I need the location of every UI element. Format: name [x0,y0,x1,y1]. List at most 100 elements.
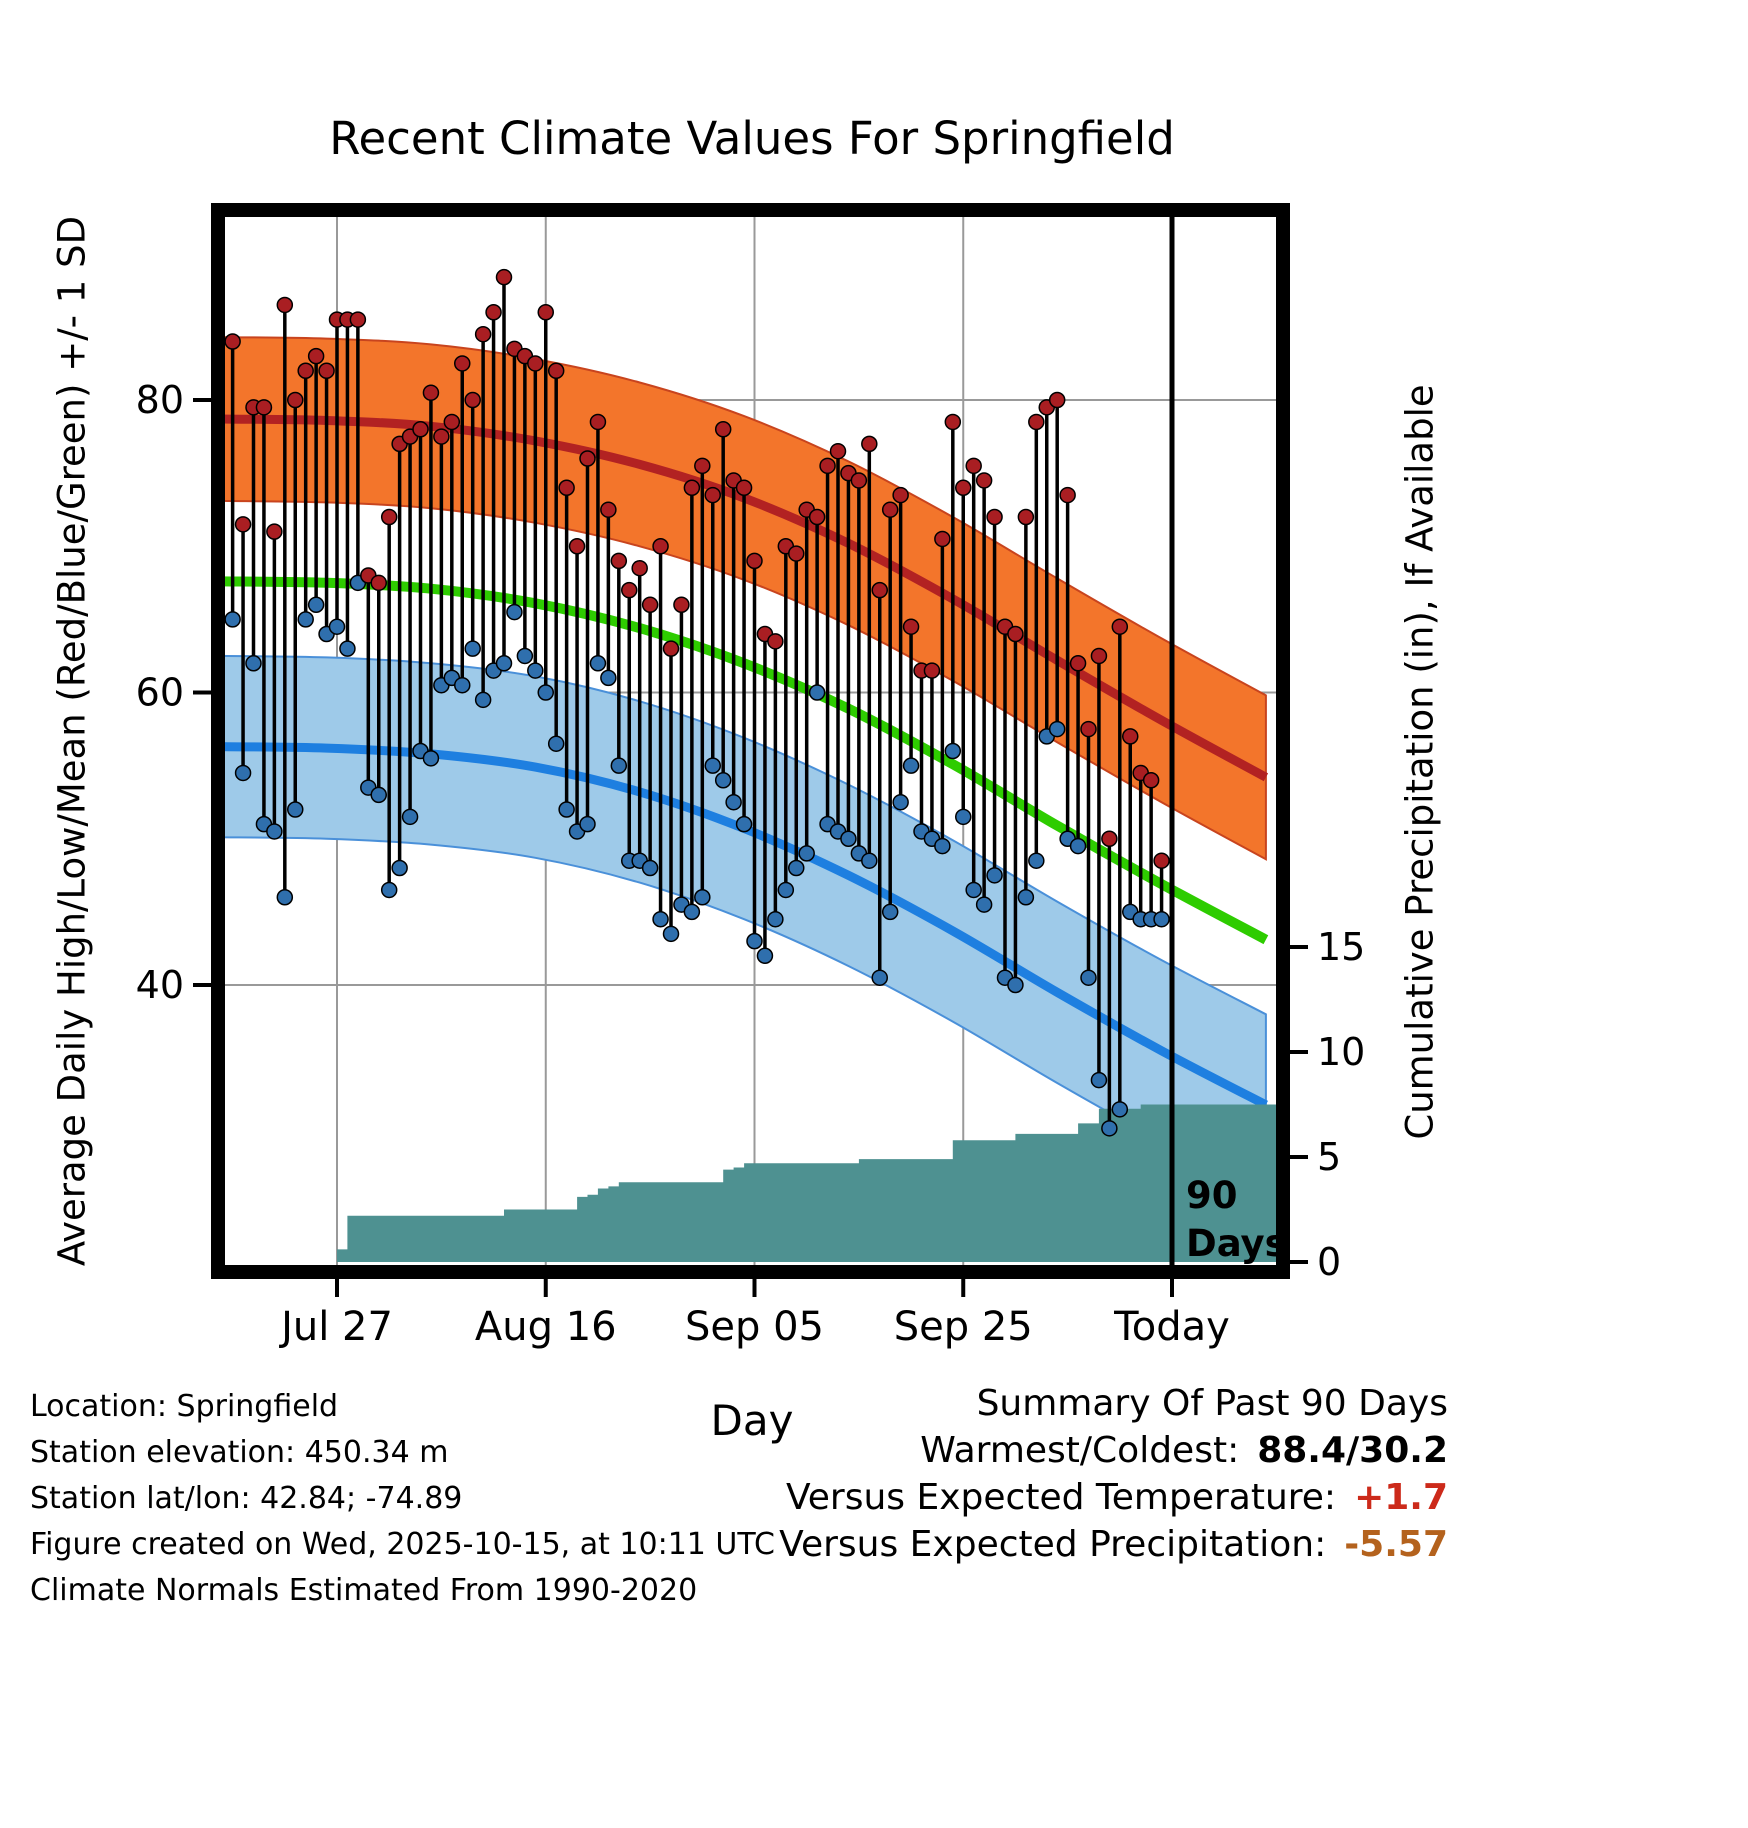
daily-high-dot [767,633,784,650]
daily-high-dot [694,457,711,475]
daily-low-dot [558,801,575,818]
daily-high-dot [1122,728,1139,745]
summary-value-2: -5.57 [1344,1524,1448,1565]
daily-low-dot [777,881,795,899]
daily-high-dot [610,552,628,570]
daily-low-dot [704,757,721,774]
left-tick-label: 40 [136,963,184,1007]
daily-high-dot [255,399,273,416]
daily-low-dot [370,786,387,804]
daily-low-dot [1028,852,1045,869]
summary-block: Summary Of Past 90 Days Warmest/Coldest:… [779,1380,1448,1568]
daily-high-dot [600,501,617,518]
daily-low-dot [881,903,899,921]
daily-high-dot [975,472,993,489]
daily-low-dot [746,932,763,950]
daily-high-dot [735,479,753,496]
daily-low-dot [339,640,356,657]
plot-area: 90 Days [218,210,1283,1272]
daily-low-dot [986,867,1003,884]
daily-high-dot [829,442,847,460]
daily-high-dot [287,391,304,409]
daily-high-dot [234,516,252,533]
summary-label-vs-precipitation: Versus Expected Precipitation: [779,1524,1327,1565]
daily-low-dot [391,859,408,877]
daily-low-dot [892,793,909,811]
daily-high-dot [1028,413,1045,431]
daily-low-dot [1017,889,1035,906]
daily-low-dot [808,684,826,701]
daily-high-dot [808,508,826,526]
daily-high-dot [652,538,669,555]
daily-low-dot [224,611,241,628]
daily-low-dot [600,669,617,687]
daily-high-dot [892,486,909,504]
summary-row-vs-temperature: Versus Expected Temperature: +1.7 [779,1474,1448,1521]
daily-low-dot [234,764,252,782]
daily-low-dot [1069,837,1087,855]
daily-high-dot [349,311,367,328]
left-tick-label: 60 [136,671,184,715]
daily-low-dot [756,947,774,964]
footer-latlon: Station lat/lon: 42.84; -74.89 [30,1481,463,1516]
daily-low-dot [788,859,805,877]
daily-high-dot [464,391,481,409]
right-tick-label: 0 [1317,1240,1341,1284]
daily-high-dot [788,545,805,562]
daily-high-dot [871,581,888,599]
daily-high-dot [589,413,607,431]
daily-low-dot [1007,976,1024,994]
right-tick-label: 15 [1317,925,1365,969]
x-tick-label: Jul 27 [278,1304,393,1350]
daily-high-dot [1017,508,1035,526]
daily-low-dot [767,910,784,928]
daily-low-dot [861,852,878,869]
footer-metadata: Location: Springfield Station elevation:… [30,1384,775,1614]
daily-high-dot [1142,772,1160,789]
footer-elevation: Station elevation: 450.34 m [30,1435,449,1470]
daily-low-dot [547,735,565,752]
daily-low-dot [735,815,753,833]
x-tick-label: Aug 16 [475,1304,617,1350]
daily-low-dot [422,750,440,767]
daily-high-dot [443,413,461,431]
summary-value-0: 88.4/30.2 [1257,1430,1448,1471]
daily-high-dot [902,618,920,635]
daily-high-dot [1059,486,1076,504]
cumulative-precip-area [218,1104,1283,1262]
daily-low-dot [1090,1071,1108,1089]
daily-low-dot [276,889,294,906]
daily-high-dot [224,333,241,350]
daily-high-dot [714,421,732,438]
daily-low-dot [506,603,523,621]
x-tick-label: Sep 05 [685,1304,824,1350]
x-tick-label: Today [1113,1304,1230,1350]
daily-high-dot [527,355,544,372]
daily-high-dot [412,421,429,438]
daily-high-dot [955,479,972,496]
daily-high-dot [558,479,575,496]
daily-high-dot [881,501,899,518]
daily-high-dot [474,325,492,343]
daily-low-dot [297,611,314,628]
daily-low-dot [641,859,659,877]
daily-high-dot [454,355,471,372]
daily-low-dot [871,969,888,986]
daily-low-dot [652,910,669,928]
daily-low-dot [798,845,815,862]
daily-low-dot [1111,1101,1129,1118]
summary-label-vs-temperature: Versus Expected Temperature: [785,1477,1337,1518]
daily-low-dot [1080,969,1097,986]
daily-high-dot [631,559,648,577]
daily-low-dot [965,881,982,899]
daily-high-dot [944,413,962,431]
daily-low-dot [683,903,701,921]
daily-high-dot [704,486,721,504]
daily-low-dot [401,808,419,826]
daily-high-dot [307,347,325,365]
daily-high-dot [819,457,836,475]
daily-low-dot [840,830,857,847]
right-tick-label: 5 [1317,1135,1341,1179]
x-axis-label: Day [710,1396,794,1445]
